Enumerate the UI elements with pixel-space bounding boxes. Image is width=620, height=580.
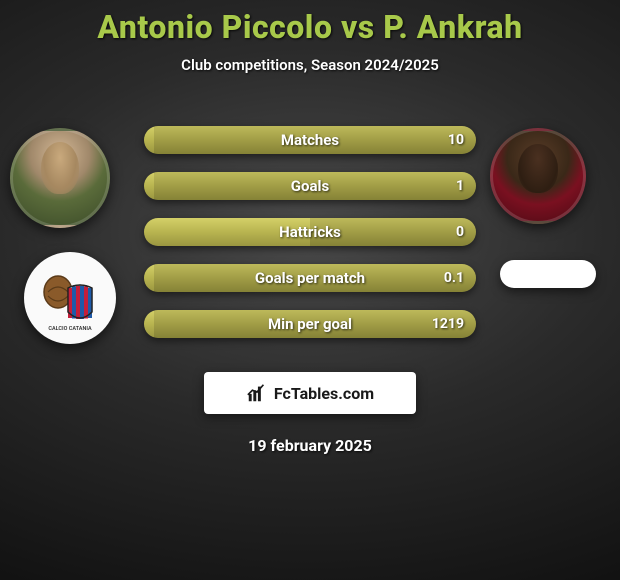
bar-right-value: 1219 [432,310,464,338]
comparison-area: CALCIO CATANIA Matches 10 Goals 1 [0,102,620,352]
date-label: 19 february 2025 [0,436,620,455]
bar-label: Min per goal [144,310,476,338]
player-right-avatar [490,128,586,224]
player-left-avatar [10,128,110,228]
club-right-crest-blank [500,260,596,288]
stat-bars: Matches 10 Goals 1 Hattricks 0 [144,126,476,356]
stat-bar-hattricks: Hattricks 0 [144,218,476,246]
bar-right-value: 0.1 [444,264,464,292]
svg-text:CALCIO CATANIA: CALCIO CATANIA [48,326,92,332]
club-left-crest: CALCIO CATANIA [24,252,116,344]
stat-bar-mpg: Min per goal 1219 [144,310,476,338]
bar-right-value: 10 [448,126,464,154]
bar-chart-icon [246,382,268,404]
stat-bar-matches: Matches 10 [144,126,476,154]
stat-bar-goals: Goals 1 [144,172,476,200]
subtitle: Club competitions, Season 2024/2025 [0,56,620,74]
stat-bar-gpm: Goals per match 0.1 [144,264,476,292]
source-logo: FcTables.com [204,372,416,414]
bar-label: Matches [144,126,476,154]
page-title: Antonio Piccolo vs P. Ankrah [0,8,620,46]
logo-text: FcTables.com [274,384,374,403]
bar-label: Hattricks [144,218,476,246]
bar-label: Goals per match [144,264,476,292]
bar-label: Goals [144,172,476,200]
bar-right-value: 0 [456,218,464,246]
bar-right-value: 1 [456,172,464,200]
